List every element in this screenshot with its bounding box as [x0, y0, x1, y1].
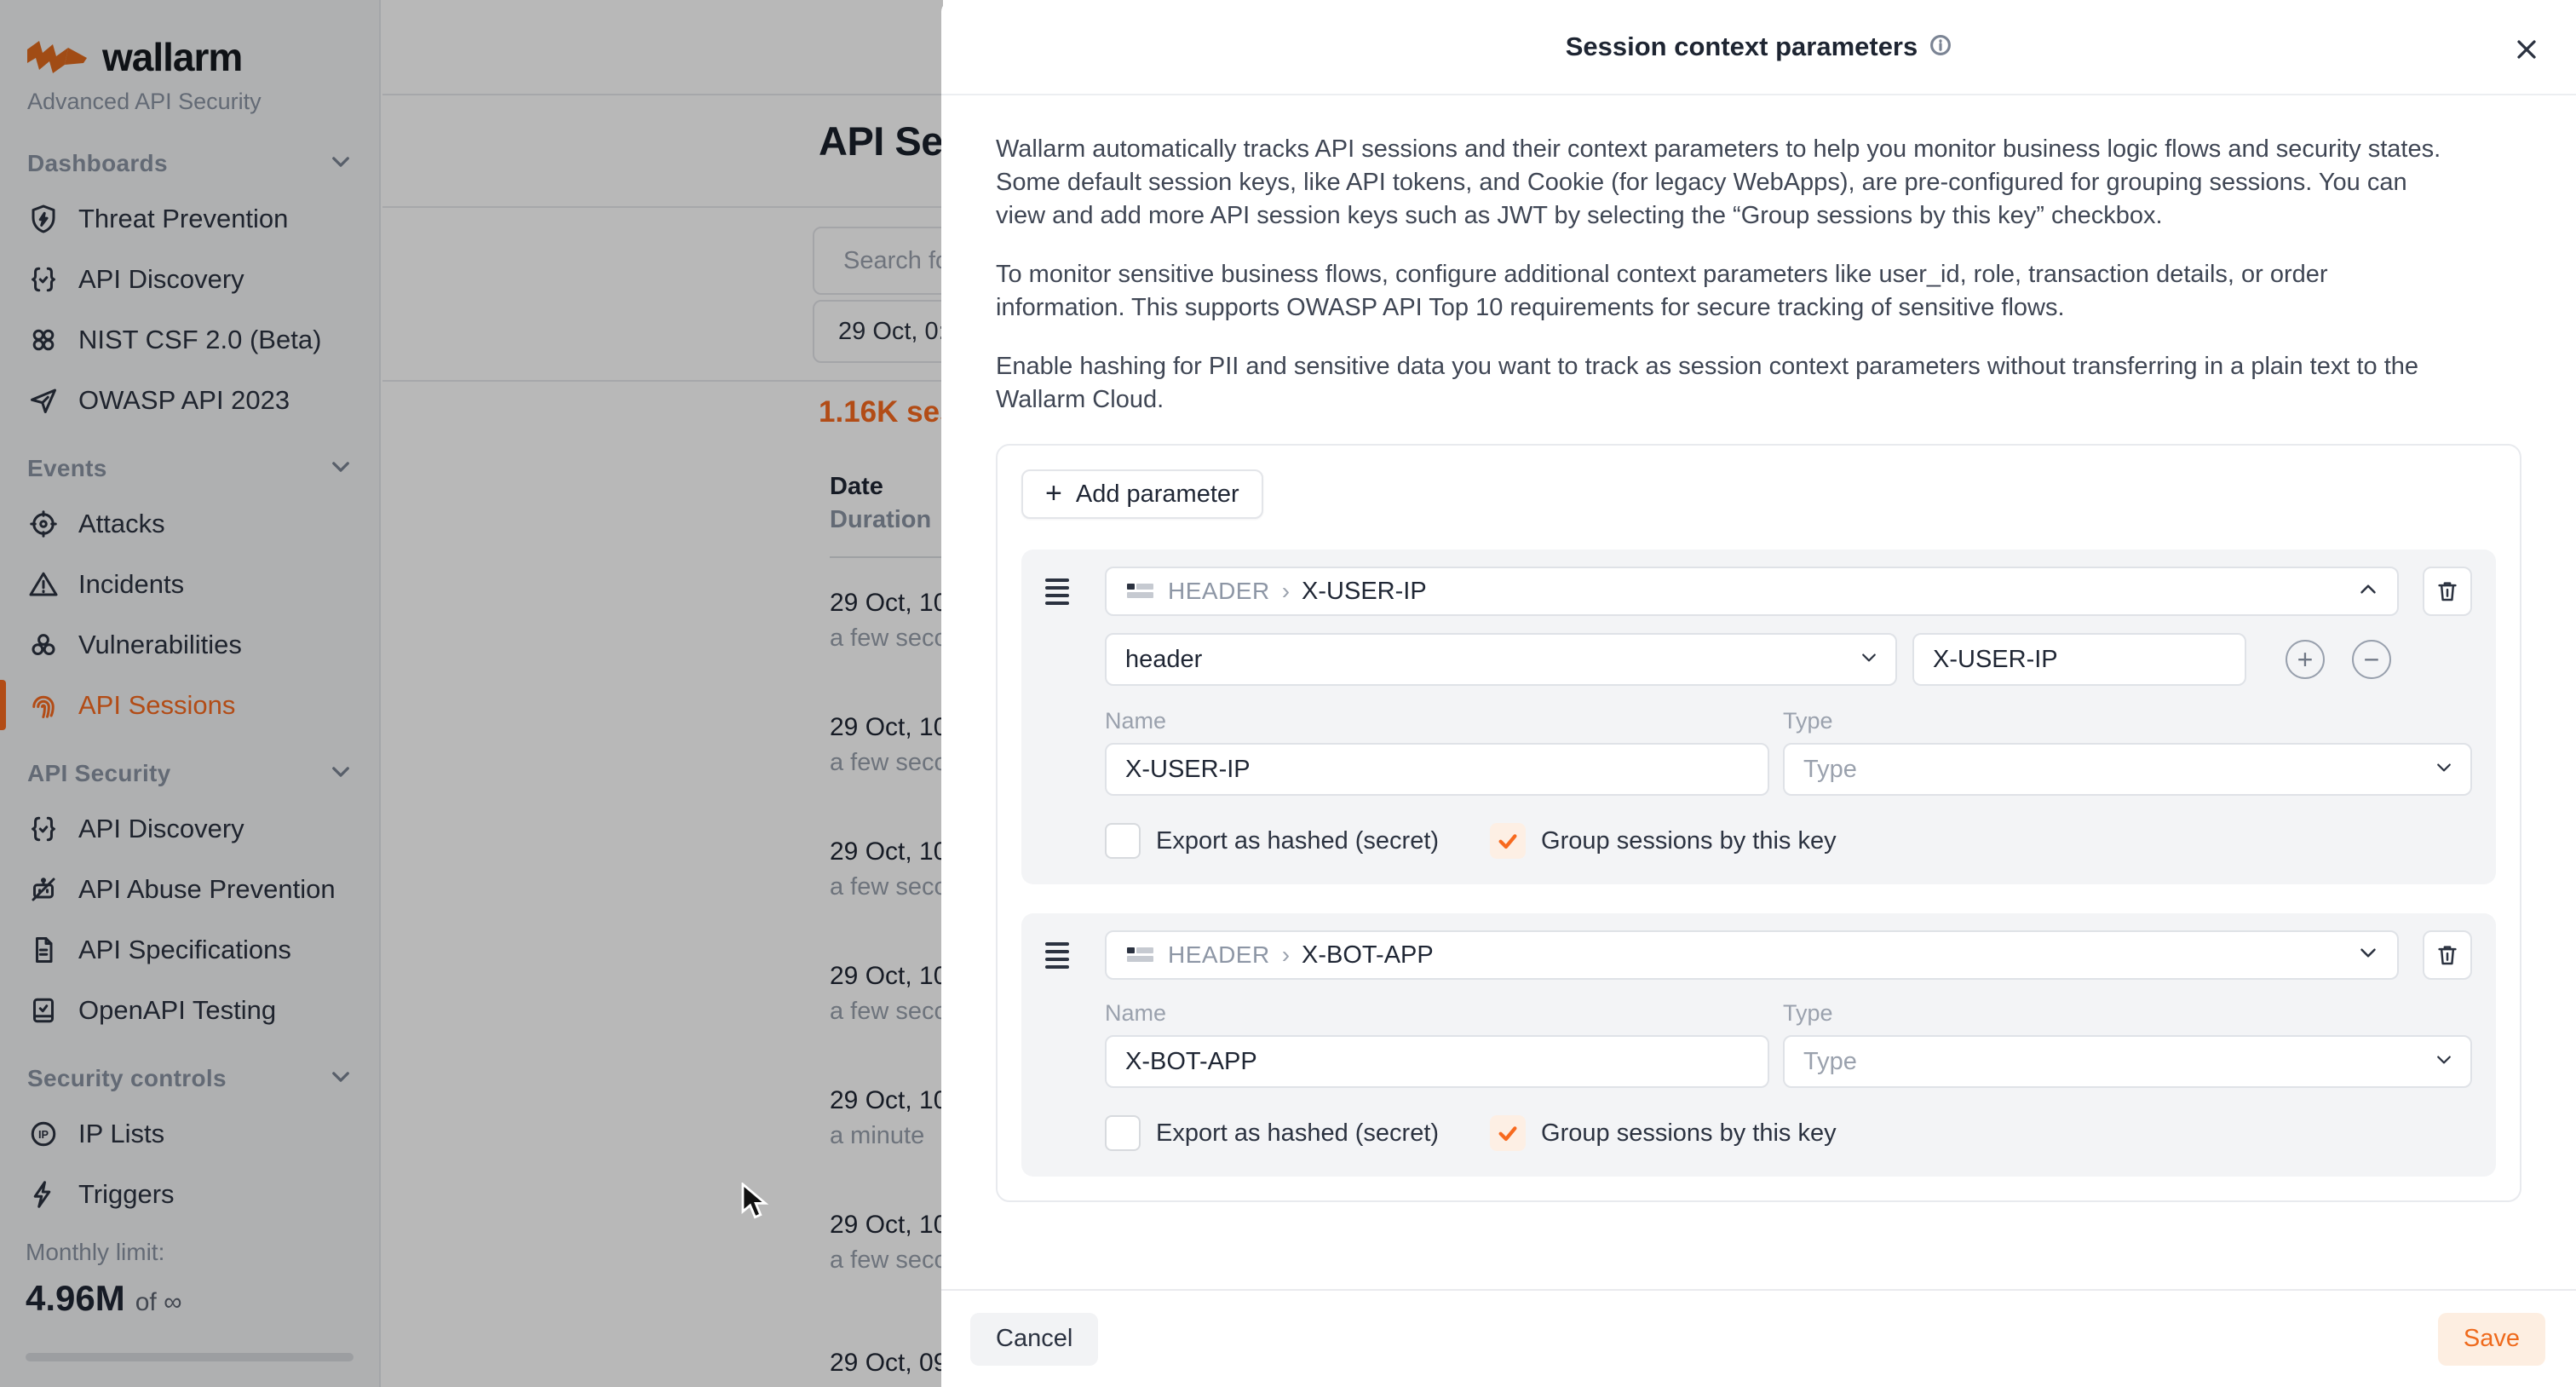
- checklist-book-icon: [27, 994, 60, 1027]
- parameters-panel: + Add parameter HEADER › X-USER-IP: [996, 444, 2521, 1202]
- drawer-title: Session context parameters: [1565, 32, 1918, 61]
- header-lines-icon: [1127, 947, 1156, 963]
- sidebar-section-security-controls[interactable]: Security controls: [0, 1054, 379, 1103]
- sidebar-item-api-discovery-2[interactable]: API Discovery: [0, 798, 379, 859]
- target-icon: [27, 508, 60, 540]
- drag-handle-icon[interactable]: [1045, 578, 1069, 605]
- parameter-type-select[interactable]: Type: [1783, 1035, 2472, 1088]
- plus-icon: +: [1045, 476, 1062, 509]
- monthly-limit-suffix: of ∞: [135, 1288, 182, 1316]
- ip-circle-icon: IP: [27, 1118, 60, 1150]
- close-icon[interactable]: [2510, 32, 2544, 66]
- chevron-down-icon: [331, 461, 350, 477]
- product-subtitle: Advanced API Security: [27, 89, 262, 114]
- sidebar-item-owasp-api[interactable]: OWASP API 2023: [0, 370, 379, 430]
- sidebar: wallarm Advanced API Security Dashboards…: [0, 0, 381, 1387]
- sidebar-item-nist-csf[interactable]: NIST CSF 2.0 (Beta): [0, 309, 379, 370]
- svg-text:IP: IP: [38, 1128, 49, 1141]
- parameter-card-x-bot-app: HEADER › X-BOT-APP Name: [1021, 913, 2496, 1177]
- description-paragraph: Wallarm automatically tracks API session…: [996, 135, 2441, 229]
- description-paragraph: To monitor sensitive business flows, con…: [996, 261, 2328, 321]
- group-sessions-checkbox[interactable]: [1490, 1115, 1527, 1151]
- lightning-icon: [27, 1178, 60, 1211]
- parameter-summary-select[interactable]: HEADER › X-USER-IP: [1105, 567, 2399, 616]
- sidebar-item-openapi-testing[interactable]: OpenAPI Testing: [0, 980, 379, 1040]
- monthly-limit-label: Monthly limit:: [26, 1239, 165, 1265]
- monthly-limit-value: 4.96M: [26, 1278, 125, 1318]
- fingerprint-icon: [27, 689, 60, 722]
- sidebar-item-api-sessions[interactable]: API Sessions: [0, 675, 379, 735]
- source-type-select[interactable]: header: [1105, 633, 1897, 686]
- drawer-header: Session context parameters: [941, 0, 2576, 95]
- parameter-name-input[interactable]: [1105, 1035, 1769, 1088]
- shield-bolt-icon: [27, 203, 60, 235]
- chevron-down-icon: [1861, 652, 1877, 667]
- warning-triangle-icon: [27, 568, 60, 601]
- chevron-down-icon: [2436, 1054, 2452, 1069]
- sidebar-section-events[interactable]: Events: [0, 444, 379, 493]
- modal-overlay[interactable]: [0, 0, 943, 1387]
- sidebar-item-vulnerabilities[interactable]: Vulnerabilities: [0, 614, 379, 675]
- info-icon[interactable]: [1929, 34, 1952, 60]
- chevron-down-icon: [331, 1071, 350, 1087]
- wallarm-logo-icon: [27, 41, 87, 73]
- biohazard-icon: [27, 629, 60, 661]
- monthly-limit: Monthly limit: 4.96M of ∞: [0, 1239, 379, 1387]
- sidebar-item-triggers[interactable]: Triggers: [0, 1164, 379, 1224]
- chevron-down-icon: [331, 156, 350, 172]
- monthly-limit-progress-bar: [26, 1353, 354, 1361]
- export-hashed-checkbox[interactable]: [1105, 1115, 1141, 1151]
- logo: wallarm: [0, 0, 379, 80]
- drag-handle-icon[interactable]: [1045, 941, 1069, 969]
- parameter-summary-select[interactable]: HEADER › X-BOT-APP: [1105, 930, 2399, 980]
- parameter-type-select[interactable]: Type: [1783, 743, 2472, 796]
- breadcrumb-separator: ›: [1281, 578, 1291, 604]
- add-source-icon[interactable]: +: [2286, 640, 2325, 679]
- chevron-up-icon: [2360, 584, 2377, 599]
- group-sessions-checkbox[interactable]: [1490, 823, 1527, 859]
- four-circles-icon: [27, 324, 60, 356]
- sidebar-section-dashboards[interactable]: Dashboards: [0, 139, 379, 188]
- add-parameter-button[interactable]: + Add parameter: [1021, 469, 1263, 519]
- drawer-footer: Cancel Save: [941, 1289, 2576, 1387]
- cancel-button[interactable]: Cancel: [970, 1312, 1099, 1366]
- source-key-input[interactable]: [1912, 633, 2246, 686]
- export-hashed-checkbox[interactable]: [1105, 823, 1141, 859]
- chevron-down-icon: [2360, 947, 2377, 963]
- remove-source-icon[interactable]: −: [2352, 640, 2391, 679]
- curly-braces-check-icon: [27, 813, 60, 845]
- sidebar-section-api-security[interactable]: API Security: [0, 749, 379, 798]
- sidebar-item-api-specifications[interactable]: API Specifications: [0, 919, 379, 980]
- sidebar-item-ip-lists[interactable]: IP IP Lists: [0, 1103, 379, 1164]
- parameter-name-input[interactable]: [1105, 743, 1769, 796]
- drawer-body: Wallarm automatically tracks API session…: [941, 95, 2576, 1202]
- sidebar-item-api-abuse-prevention[interactable]: API Abuse Prevention: [0, 859, 379, 919]
- logo-text: wallarm: [102, 35, 243, 79]
- sidebar-item-attacks[interactable]: Attacks: [0, 493, 379, 554]
- delete-parameter-button[interactable]: [2423, 567, 2472, 616]
- chevron-down-icon: [331, 766, 350, 782]
- sidebar-item-incidents[interactable]: Incidents: [0, 554, 379, 614]
- chevron-down-icon: [2436, 762, 2452, 777]
- breadcrumb-separator: ›: [1281, 941, 1291, 968]
- robot-crossed-icon: [27, 873, 60, 906]
- header-lines-icon: [1127, 584, 1156, 599]
- save-button[interactable]: Save: [2437, 1312, 2545, 1366]
- session-context-drawer: Session context parameters Wallarm autom…: [941, 0, 2576, 1387]
- sidebar-item-threat-prevention[interactable]: Threat Prevention: [0, 188, 379, 249]
- document-icon: [27, 934, 60, 966]
- curly-braces-check-icon: [27, 263, 60, 296]
- sidebar-nav: Dashboards Threat Prevention API Discove…: [0, 139, 379, 1224]
- paper-plane-icon: [27, 384, 60, 417]
- parameter-card-x-user-ip: HEADER › X-USER-IP header: [1021, 550, 2496, 884]
- description-paragraph: Enable hashing for PII and sensitive dat…: [996, 353, 2419, 413]
- delete-parameter-button[interactable]: [2423, 930, 2472, 980]
- sidebar-item-api-discovery[interactable]: API Discovery: [0, 249, 379, 309]
